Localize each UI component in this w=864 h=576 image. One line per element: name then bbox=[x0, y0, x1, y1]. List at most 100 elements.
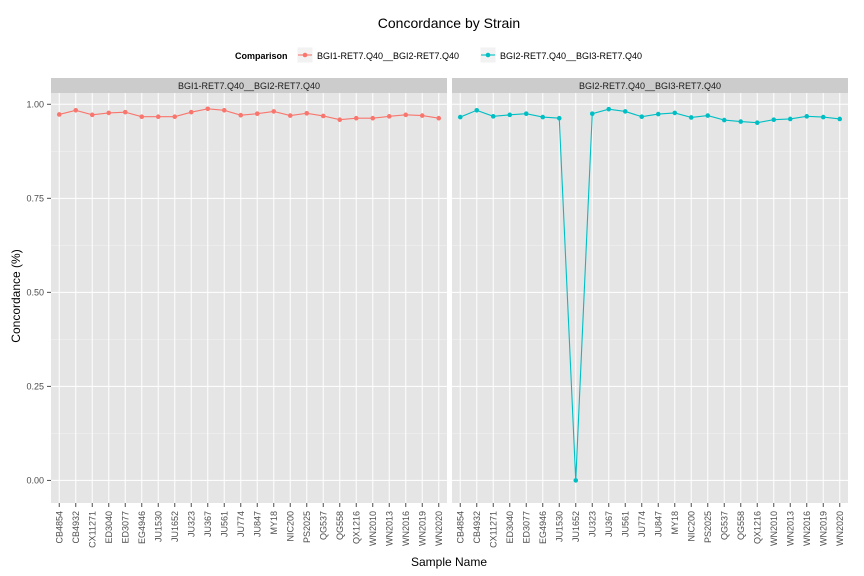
data-point bbox=[474, 108, 480, 113]
data-point bbox=[403, 112, 409, 118]
data-point bbox=[205, 106, 211, 112]
y-tick-label: 1.00 bbox=[26, 99, 44, 109]
data-point bbox=[622, 109, 628, 114]
x-tick-label: JU1530 bbox=[153, 511, 163, 542]
x-tick-label: ED3040 bbox=[505, 511, 515, 544]
data-point bbox=[556, 115, 562, 121]
x-tick-label: QG558 bbox=[736, 511, 746, 540]
x-tick-label: JU1530 bbox=[554, 511, 564, 542]
x-tick-label: WN2013 bbox=[384, 511, 394, 546]
series-line bbox=[59, 108, 439, 121]
data-point bbox=[304, 111, 310, 116]
x-tick-label: PS2025 bbox=[703, 511, 713, 543]
legend-label: BGI2-RET7.Q40__BGI3-RET7.Q40 bbox=[500, 51, 642, 61]
data-point bbox=[771, 117, 777, 123]
x-tick-label: WN2020 bbox=[434, 511, 444, 546]
data-point bbox=[754, 120, 760, 126]
x-tick-label: JU847 bbox=[252, 511, 262, 537]
panel-background bbox=[452, 93, 848, 503]
data-point bbox=[705, 113, 711, 118]
data-point bbox=[837, 116, 843, 122]
data-point bbox=[804, 114, 810, 119]
x-tick-label: ED3040 bbox=[104, 511, 114, 544]
x-tick-label: PS2025 bbox=[302, 511, 312, 543]
strip-background bbox=[452, 78, 848, 93]
x-tick-label: QX1216 bbox=[752, 511, 762, 544]
y-tick-label: 0.00 bbox=[26, 475, 44, 485]
x-tick-label: CX11271 bbox=[488, 511, 498, 548]
data-point bbox=[721, 117, 727, 123]
x-tick-label: NIC200 bbox=[285, 511, 295, 542]
data-point bbox=[655, 111, 661, 117]
x-tick-label: JU847 bbox=[653, 511, 663, 537]
x-tick-label: JU323 bbox=[186, 511, 196, 537]
x-tick-label: WN2019 bbox=[818, 511, 828, 546]
x-tick-label: QG537 bbox=[719, 511, 729, 540]
data-point bbox=[106, 110, 112, 116]
legend-key-point bbox=[302, 52, 308, 58]
data-point bbox=[337, 117, 343, 123]
data-point bbox=[787, 116, 793, 122]
data-point bbox=[672, 110, 678, 116]
x-tick-label: CB4854 bbox=[455, 511, 465, 544]
x-tick-label: QG537 bbox=[318, 511, 328, 540]
panel-background bbox=[51, 93, 447, 503]
data-point bbox=[436, 115, 442, 121]
x-tick-label: WN2010 bbox=[368, 511, 378, 546]
data-point bbox=[820, 114, 826, 120]
x-tick-label: WN2010 bbox=[769, 511, 779, 546]
x-tick-label: JU561 bbox=[620, 511, 630, 537]
data-point bbox=[172, 114, 178, 119]
legend: Comparison BGI1-RET7.Q40__BGI2-RET7.Q40 B… bbox=[235, 46, 642, 64]
x-tick-label: JU774 bbox=[236, 511, 246, 537]
data-point bbox=[254, 111, 260, 116]
data-point bbox=[507, 112, 513, 118]
data-point bbox=[688, 115, 694, 120]
data-point bbox=[353, 115, 359, 121]
y-axis: 0.00 0.25 0.50 0.75 1.00 bbox=[26, 99, 51, 485]
x-tick-label: CB4932 bbox=[71, 511, 81, 544]
data-point bbox=[589, 111, 595, 116]
x-tick-label: QX1216 bbox=[351, 511, 361, 544]
x-tick-label: CB4932 bbox=[472, 511, 482, 544]
panels: BGI1-RET7.Q40__BGI2-RET7.Q40 CB4854 CB4932… bbox=[51, 78, 848, 548]
data-point bbox=[606, 106, 612, 112]
x-tick-label: WN2013 bbox=[785, 511, 795, 546]
data-point bbox=[287, 113, 293, 118]
data-point bbox=[155, 114, 161, 119]
x-tick-label: JU774 bbox=[637, 511, 647, 537]
data-point bbox=[523, 111, 529, 116]
x-tick-label: JU1652 bbox=[170, 511, 180, 542]
x-tick-label: MY18 bbox=[670, 511, 680, 535]
data-point bbox=[573, 478, 579, 483]
data-point bbox=[56, 112, 62, 117]
data-point bbox=[490, 114, 496, 119]
x-tick-label: JU367 bbox=[203, 511, 213, 537]
x-tick-label: QG558 bbox=[335, 511, 345, 540]
strip-label: BGI2-RET7.Q40__BGI3-RET7.Q40 bbox=[579, 81, 721, 91]
x-tick-label: EG4946 bbox=[137, 511, 147, 544]
data-point bbox=[73, 108, 79, 113]
x-tick-label: ED3077 bbox=[521, 511, 531, 544]
y-tick-label: 0.25 bbox=[26, 381, 44, 391]
data-point bbox=[639, 114, 645, 119]
x-tick-label: WN2016 bbox=[401, 511, 411, 546]
strip-background bbox=[51, 78, 447, 93]
x-tick-label: EG4946 bbox=[538, 511, 548, 544]
data-point bbox=[271, 109, 277, 114]
data-point bbox=[122, 109, 128, 115]
panel-2: BGI2-RET7.Q40__BGI3-RET7.Q40 CB4854 CB4932… bbox=[452, 78, 848, 548]
data-point bbox=[370, 115, 376, 121]
y-tick-label: 0.50 bbox=[26, 287, 44, 297]
x-tick-label: WN2020 bbox=[835, 511, 845, 546]
legend-entry-1: BGI1-RET7.Q40__BGI2-RET7.Q40 bbox=[296, 46, 459, 64]
x-tick-label: WN2019 bbox=[417, 511, 427, 546]
panel-1: BGI1-RET7.Q40__BGI2-RET7.Q40 CB4854 CB4932… bbox=[51, 78, 447, 548]
x-tick-label: MY18 bbox=[269, 511, 279, 535]
x-tick-label: CX11271 bbox=[87, 511, 97, 548]
x-tick-label: JU1652 bbox=[571, 511, 581, 542]
data-point bbox=[540, 114, 546, 120]
data-point bbox=[139, 114, 145, 119]
x-tick-label: JU323 bbox=[587, 511, 597, 537]
